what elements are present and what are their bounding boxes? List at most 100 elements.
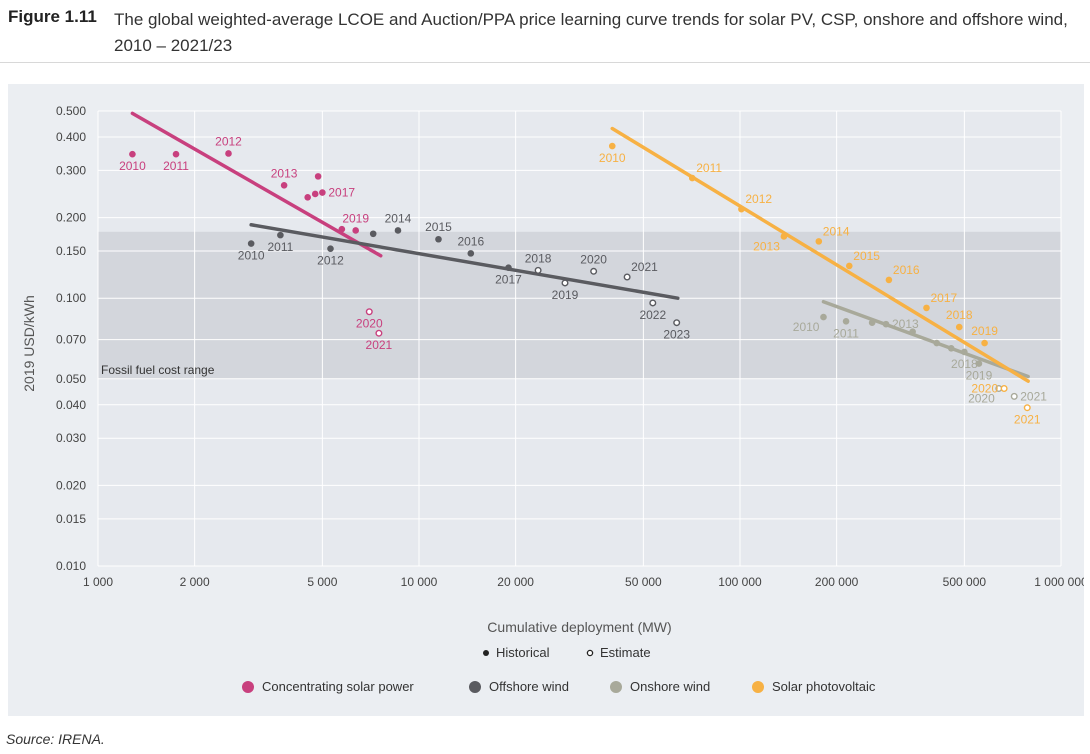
data-point-estimate [623,273,631,281]
trend-line [610,126,1030,383]
data-label: 2011 [163,159,189,173]
data-point [961,348,968,356]
data-label: 2010 [599,151,626,165]
trend-line [249,223,680,300]
data-label: 2020 [580,252,607,266]
data-point-estimate [534,266,542,274]
data-point-estimate [590,267,598,275]
data-point [882,320,890,328]
data-point [280,181,288,189]
learning-curve-chart: Fossil fuel cost range 0.500 0.400 0.300 0.2… [21,104,1084,694]
data-point [314,173,322,180]
data-label: 2014 [385,211,412,225]
data-point-estimate [561,279,569,287]
title-divider [0,62,1090,63]
data-label: 2016 [457,234,484,248]
data-point [467,250,475,257]
source-note: Source: IRENA. [6,731,105,747]
data-point [688,174,696,182]
data-point [845,262,853,270]
data-point [247,240,255,247]
legend-swatch [752,681,764,693]
data-label: 2011 [267,240,293,254]
data-label: 2019 [342,211,369,225]
x-axis-title: Cumulative deployment (MW) [487,619,671,635]
data-point [955,323,963,331]
data-label: 2019 [552,288,579,302]
data-label: 2012 [215,134,242,148]
data-point [352,227,359,234]
data-label: 2016 [893,263,920,277]
legend-marker-estimate [586,649,594,657]
x-tick-label: 2 000 [180,575,210,589]
data-point [338,225,346,233]
data-point-estimate [649,299,657,307]
data-point [923,304,930,312]
data-point [738,205,745,213]
y-tick-label: 0.040 [56,398,86,412]
data-point [435,235,442,243]
y-tick-label: 0.400 [56,130,86,144]
legend-label: Estimate [600,645,651,660]
x-tick-label: 10 000 [401,575,438,589]
trend-line [821,299,1030,379]
data-point-estimate [1000,385,1008,393]
x-tick-label: 5 000 [307,575,337,589]
data-point-estimate [673,319,681,327]
y-tick-label: 0.200 [56,211,86,225]
data-point [172,150,180,158]
data-label: 2021 [1020,389,1047,403]
data-point [975,360,983,367]
data-label: 2014 [823,224,850,238]
data-label: 2017 [930,291,957,305]
legend-label: Solar photovoltaic [772,679,876,694]
data-label: 2021 [1014,413,1041,427]
data-point-estimate [375,329,383,337]
data-label: 2015 [425,220,452,234]
data-point [780,233,788,240]
data-label: 2013 [271,166,298,180]
x-tick-label: 100 000 [718,575,762,589]
legend-swatch [469,681,481,693]
data-point [820,313,827,321]
data-point [947,344,955,352]
data-label: 2018 [946,308,973,322]
trend-line [130,111,383,258]
data-label: 2013 [892,317,919,331]
data-point [933,339,941,347]
y-tick-label: 0.020 [56,478,86,492]
data-point-estimate [1010,392,1018,400]
legend-label: Offshore wind [489,679,569,694]
y-tick-label: 0.070 [56,333,86,347]
data-label: 2017 [495,273,522,287]
legend-label: Historical [496,645,550,660]
data-point [842,317,850,325]
data-point [369,230,377,238]
y-axis-title: 2019 USD/kWh [21,295,37,391]
data-point [505,264,512,271]
legend-swatch [610,681,622,693]
data-point [311,190,319,198]
data-label: 2020 [356,317,383,331]
data-label: 2010 [793,320,820,334]
data-label: 2012 [317,254,344,268]
data-point [885,276,893,284]
x-tick-label: 20 000 [497,575,534,589]
data-label: 2017 [328,186,355,200]
legend-label: Onshore wind [630,679,710,694]
data-label: 2021 [631,260,658,274]
data-point-estimate [365,308,373,316]
y-tick-label: 0.150 [56,244,86,258]
data-point [277,231,284,239]
x-tick-label: 1 000 000 [1034,575,1084,589]
data-point [868,319,876,326]
data-label: 2018 [525,251,552,265]
y-tick-label: 0.050 [56,372,86,386]
figure-label: Figure 1.11 [8,7,97,26]
data-point [225,150,232,157]
data-point [981,339,988,347]
data-label: 2023 [663,328,690,342]
figure-title: The global weighted-average LCOE and Auc… [114,10,1068,55]
data-label: 2011 [833,326,859,340]
x-tick-label: 1 000 [83,575,113,589]
